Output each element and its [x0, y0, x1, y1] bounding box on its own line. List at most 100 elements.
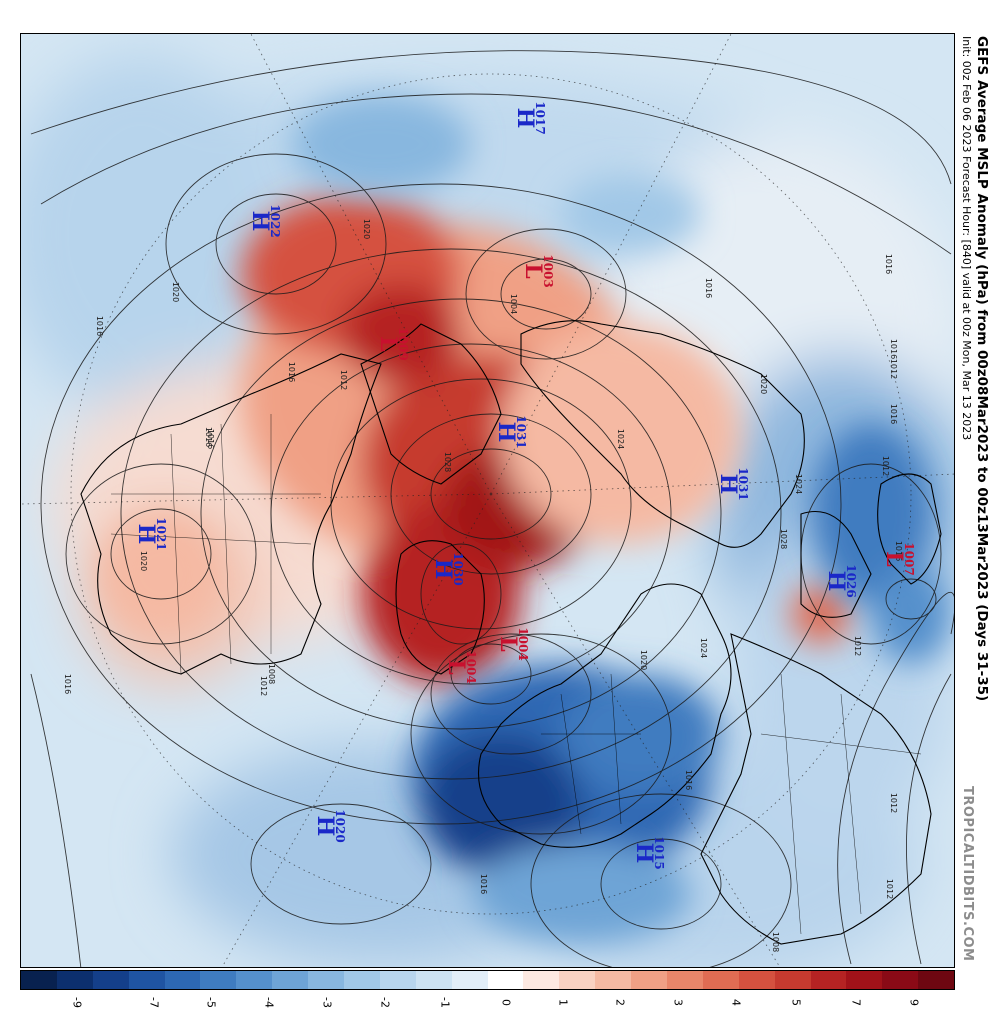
- positive-anomaly: [101, 194, 851, 684]
- isobar-label: 1012: [881, 456, 890, 476]
- pressure-center-value: 1030: [451, 552, 465, 585]
- isobar-label: 1024: [616, 429, 625, 449]
- pressure-center-value: 1009: [396, 327, 410, 360]
- pressure-center-letter: L: [520, 263, 546, 278]
- isobar-label: 1004: [509, 294, 518, 314]
- colorbar-swatch: [236, 971, 273, 989]
- isobar-label: 1016: [889, 339, 898, 359]
- pressure-center-value: 1015: [652, 836, 666, 869]
- colorbar-swatch: [272, 971, 309, 989]
- pressure-center-letter: H: [631, 843, 657, 864]
- colorbar-swatch: [164, 971, 201, 989]
- colorbar-tick-label: -2: [378, 997, 392, 1008]
- isobar-label: 1012: [885, 879, 894, 899]
- pressure-center-value: 1026: [844, 564, 858, 597]
- isobar-label: 1016: [684, 770, 693, 790]
- pressure-center-value: 1003: [541, 254, 555, 287]
- pressure-center-value: 1031: [514, 415, 528, 448]
- pressure-center-letter: H: [512, 108, 538, 129]
- isobar-label: 1028: [779, 529, 788, 549]
- colorbar-swatch: [128, 971, 165, 989]
- colorbar-tick-label: 5: [789, 999, 803, 1006]
- isobar-label: 1016: [479, 874, 488, 894]
- isobar-label: 1012: [259, 676, 268, 696]
- pressure-center-letter: L: [495, 636, 521, 651]
- isobar-label: 1016: [704, 278, 713, 298]
- isobar-label: 1016: [206, 429, 215, 449]
- colorbar-swatch: [559, 971, 596, 989]
- isobar-label: 1024: [794, 474, 803, 494]
- map-title: GEFS Average MSLP Anomaly (hPa) from 00z…: [974, 36, 990, 702]
- colorbar-swatch: [810, 971, 847, 989]
- graticule: [21, 34, 954, 967]
- colorbar-tick-label: -4: [262, 997, 276, 1008]
- coastlines: [80, 320, 942, 945]
- pressure-center-value: 1004: [464, 650, 478, 683]
- colorbar-swatch: [774, 971, 811, 989]
- colorbar-tick-label: -9: [70, 997, 84, 1008]
- colorbar: [20, 970, 955, 990]
- colorbar-swatch: [595, 971, 632, 989]
- colorbar-tick-label: -1: [438, 997, 452, 1008]
- colorbar-swatch: [451, 971, 488, 989]
- isobar-label: 1016: [894, 541, 903, 561]
- pressure-center-letter: L: [881, 551, 907, 566]
- colorbar-swatch: [344, 971, 380, 989]
- colorbar-tick-label: 2: [613, 999, 627, 1006]
- pressure-center-letter: H: [715, 474, 741, 495]
- pressure-center-value: 1004: [516, 627, 530, 660]
- political-borders: [110, 414, 922, 935]
- pressure-centers: H1017H1022L1003L1009H1031H1031H1030H1021…: [133, 101, 916, 869]
- pressure-center-letter: H: [493, 422, 519, 443]
- map-subtitle: Init: 00z Feb 06 2023 Forecast Hour: [84…: [960, 36, 973, 441]
- pressure-center-letter: H: [312, 816, 338, 837]
- isobar-label: 1016: [204, 427, 213, 447]
- pressure-center-letter: H: [823, 571, 849, 592]
- colorbar-swatch: [667, 971, 703, 989]
- isobar-label: 1012: [889, 359, 898, 379]
- pressure-center-value: 1007: [902, 542, 916, 575]
- pressure-center-value: 1020: [333, 809, 347, 842]
- colorbar-tick-label: 1: [556, 999, 570, 1006]
- isobar-label: 1012: [339, 370, 348, 390]
- colorbar-swatch: [415, 971, 452, 989]
- isobar-label: 1016: [95, 316, 104, 336]
- pressure-center-value: 1017: [533, 101, 547, 134]
- colorbar-swatch: [523, 971, 560, 989]
- pressure-center-letter: H: [133, 524, 159, 545]
- isobar-label: 1012: [889, 793, 898, 813]
- colorbar-swatch: [21, 971, 57, 989]
- colorbar-swatch: [200, 971, 237, 989]
- isobar-label: 1016: [884, 254, 893, 274]
- colorbar-swatch: [882, 971, 919, 989]
- colorbar-swatch: [308, 971, 345, 989]
- colorbar-swatch: [487, 971, 524, 989]
- pressure-center-letter: H: [247, 211, 273, 232]
- colorbar-tick-label: -3: [320, 997, 334, 1008]
- colorbar-swatch: [92, 971, 129, 989]
- isobar-label: 1020: [362, 219, 371, 239]
- isobar-label: 1024: [699, 638, 708, 658]
- colorbar-swatch: [702, 971, 739, 989]
- colorbar-tick-label: 7: [849, 999, 863, 1006]
- colorbar-tick-label: 3: [671, 999, 685, 1006]
- isobar-label: 1020: [639, 650, 648, 670]
- colorbar-tick-label: -5: [204, 997, 218, 1008]
- colorbar-tick-label: -7: [147, 997, 161, 1008]
- isobar-label: 1008: [771, 932, 780, 952]
- pressure-center-letter: H: [430, 559, 456, 580]
- pressure-center-value: 1021: [154, 517, 168, 550]
- colorbar-tick-label: 4: [729, 999, 743, 1006]
- isobar-label: 1016: [889, 404, 898, 424]
- colorbar-tick-label: 9: [907, 999, 921, 1006]
